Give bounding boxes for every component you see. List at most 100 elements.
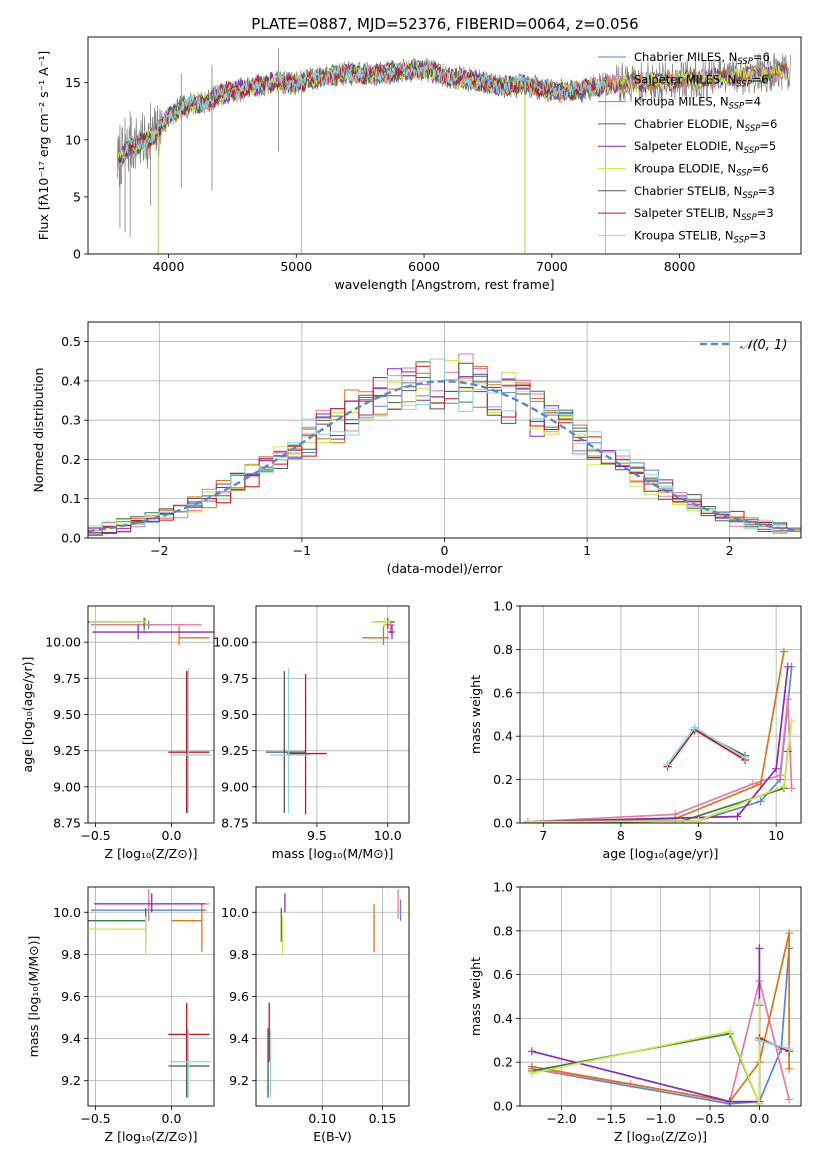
legend-label-main: Salpeter ELODIE, N [634, 139, 744, 153]
x-tick-label: −2 [150, 543, 168, 558]
model-spectrum-line [116, 59, 607, 170]
plot-area [88, 617, 214, 813]
y-tick-label: 0.4 [61, 373, 81, 388]
x-tick-label: −1.5 [596, 1111, 626, 1126]
y-tick-label: 9.8 [229, 947, 249, 962]
x-tick-label: −0.5 [80, 828, 110, 843]
mass-weight-marker [776, 771, 785, 780]
chart-residual_hist: −2 −1 0 1 2 0.0 0.1 0.2 0.3 0.4 0.5 (data-model)/er… [31, 321, 802, 576]
y-tick-label: 0.2 [61, 452, 81, 467]
y-tick-label: 10.0 [53, 905, 81, 920]
mass-weight-marker [755, 999, 764, 1008]
legend-label-suffix: =6 [752, 162, 769, 176]
plot-area [265, 617, 395, 815]
x-tick-label: 5000 [280, 259, 312, 274]
y-tick-label: 8.75 [53, 816, 81, 831]
model-spectrum-line [116, 62, 607, 168]
legend-label-main: Salpeter STELIB, N [634, 206, 741, 220]
x-tick-label: 7000 [536, 259, 568, 274]
mass-weight-marker [779, 647, 788, 656]
mass-weight-line [531, 948, 761, 1103]
y-axis-label: mass weight [468, 675, 483, 754]
legend-label: Kroupa MILES, NSSP=4 [634, 95, 761, 112]
axes-frame [87, 605, 215, 824]
legend-label-main: Kroupa STELIB, N [634, 228, 734, 242]
mass-weight-marker [785, 1045, 794, 1054]
mass-weight-line [666, 726, 746, 765]
y-tick-label: 9.6 [229, 989, 249, 1004]
legend-label-suffix: =4 [744, 95, 761, 109]
mass-weight-line [527, 666, 789, 823]
mass-weight-marker [785, 1095, 794, 1104]
y-tick-label: 0.8 [493, 923, 513, 938]
legend-label-suffix: =6 [752, 72, 769, 86]
mass-weight-line [531, 1003, 761, 1105]
y-tick-label: 9.4 [61, 1031, 81, 1046]
legend-label-main: Salpeter MILES, N [634, 72, 736, 86]
plot-area [88, 353, 801, 538]
y-tick-label: 0.4 [493, 729, 513, 744]
mass-weight-marker [527, 1069, 536, 1078]
mass-weight-marker [725, 1097, 734, 1106]
mass-weight-marker [523, 817, 532, 823]
y-tick-label: 10 [65, 132, 81, 147]
mass-weight-marker [785, 1064, 794, 1073]
mass-weight-line [527, 651, 785, 823]
legend-label-sub: SSP [742, 191, 758, 201]
x-tick-label: 9 [695, 828, 703, 843]
x-tick-label: 10.0 [374, 828, 402, 843]
mass-weight-marker [779, 782, 788, 791]
ticks: 9.5 10.0 8.75 9.00 9.25 9.50 9.75 10.00 [213, 635, 402, 843]
x-tick-label: −0.5 [80, 1111, 110, 1126]
x-tick-label: −1 [293, 543, 311, 558]
y-axis-label: Flux [fλ10⁻¹⁷ erg cm⁻² s⁻¹ A⁻¹] [36, 51, 51, 240]
y-tick-label: 0.8 [493, 642, 513, 657]
axes-frame [255, 886, 410, 1107]
legend-label-sub: SSP [734, 235, 750, 245]
x-axis-label: Z [log₁₀(Z/Z⊙)] [105, 1129, 198, 1144]
y-tick-label: 9.00 [221, 779, 249, 794]
x-tick-label: −1.0 [645, 1111, 675, 1126]
legend-label-suffix: =3 [749, 228, 766, 242]
mass-weight-marker [787, 717, 796, 726]
y-tick-label: 9.25 [221, 743, 249, 758]
normal-curve [88, 380, 799, 533]
chart-massweight_vs_Z: −2.0 −1.5 −1.0 −0.5 0.0 0.0 0.2 0.4 0.6 0.8 1.0 Z [… [468, 880, 802, 1144]
plot-area [523, 647, 796, 823]
x-axis-label: Z [log₁₀(Z/Z⊙)] [614, 1129, 707, 1144]
ticks: 4000 5000 6000 7000 8000 0 5 10 15 [65, 75, 695, 274]
x-tick-label: 2 [726, 543, 734, 558]
x-tick-label: 0.15 [369, 1111, 397, 1126]
x-tick-label: 1 [583, 543, 591, 558]
mass-weight-marker [755, 944, 764, 953]
y-tick-label: 0.0 [493, 816, 513, 831]
y-tick-label: 8.75 [221, 816, 249, 831]
legend-label: Chabrier MILES, NSSP=6 [634, 50, 770, 67]
mass-weight-marker [785, 928, 794, 937]
x-tick-label: 9.5 [307, 828, 327, 843]
x-tick-label: 0.0 [162, 1111, 182, 1126]
chart-spectrum: 4000 5000 6000 7000 8000 0 5 10 15 wavelength [An… [36, 36, 802, 292]
y-tick-label: 9.75 [53, 671, 81, 686]
axes-frame [87, 36, 802, 255]
y-tick-label: 15 [65, 75, 81, 90]
legend-label: Salpeter MILES, NSSP=6 [634, 72, 769, 89]
y-tick-label: 10.00 [45, 635, 81, 650]
y-tick-label: 5 [73, 189, 81, 204]
y-tick-label: 0.6 [493, 967, 513, 982]
y-tick-label: 0.6 [493, 685, 513, 700]
legend-label-sub: SSP [729, 102, 745, 112]
histogram-step-line [88, 358, 801, 537]
legend-label-suffix: =5 [759, 139, 776, 153]
mass-weight-marker [755, 1099, 764, 1106]
mass-weight-marker [725, 1027, 734, 1036]
y-tick-label: 10.0 [221, 905, 249, 920]
y-tick-label: 9.75 [221, 671, 249, 686]
legend-label-main: Kroupa ELODIE, N [634, 162, 736, 176]
axes-frame [519, 886, 802, 1107]
x-tick-label: 0 [441, 543, 449, 558]
x-tick-label: 0.10 [308, 1111, 336, 1126]
